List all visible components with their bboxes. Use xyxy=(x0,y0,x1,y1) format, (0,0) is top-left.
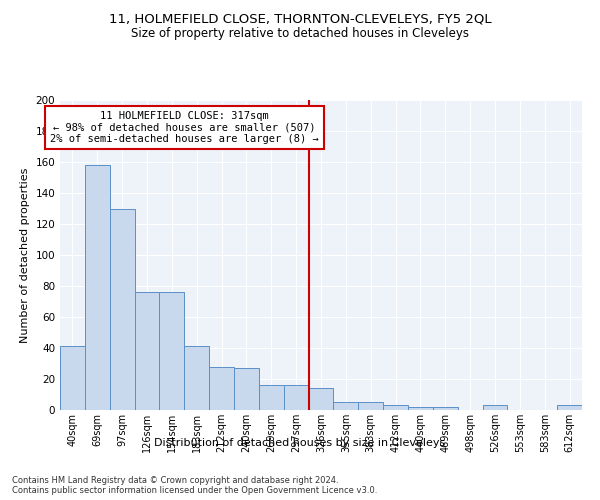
Bar xyxy=(184,346,209,410)
Text: 11, HOLMEFIELD CLOSE, THORNTON-CLEVELEYS, FY5 2QL: 11, HOLMEFIELD CLOSE, THORNTON-CLEVELEYS… xyxy=(109,12,491,26)
Bar xyxy=(433,407,458,410)
Text: Size of property relative to detached houses in Cleveleys: Size of property relative to detached ho… xyxy=(131,28,469,40)
Bar xyxy=(308,388,334,410)
Bar xyxy=(482,406,508,410)
Bar xyxy=(60,346,85,410)
Bar xyxy=(209,366,234,410)
Text: 11 HOLMEFIELD CLOSE: 317sqm
← 98% of detached houses are smaller (507)
2% of sem: 11 HOLMEFIELD CLOSE: 317sqm ← 98% of det… xyxy=(50,111,319,144)
Text: Distribution of detached houses by size in Cleveleys: Distribution of detached houses by size … xyxy=(154,438,446,448)
Y-axis label: Number of detached properties: Number of detached properties xyxy=(20,168,30,342)
Bar xyxy=(383,406,408,410)
Text: Contains HM Land Registry data © Crown copyright and database right 2024.
Contai: Contains HM Land Registry data © Crown c… xyxy=(12,476,377,495)
Bar xyxy=(334,402,358,410)
Bar xyxy=(85,165,110,410)
Bar xyxy=(408,407,433,410)
Bar xyxy=(259,385,284,410)
Bar xyxy=(134,292,160,410)
Bar xyxy=(284,385,308,410)
Bar xyxy=(234,368,259,410)
Bar xyxy=(110,208,134,410)
Bar xyxy=(358,402,383,410)
Bar xyxy=(557,406,582,410)
Bar xyxy=(160,292,184,410)
